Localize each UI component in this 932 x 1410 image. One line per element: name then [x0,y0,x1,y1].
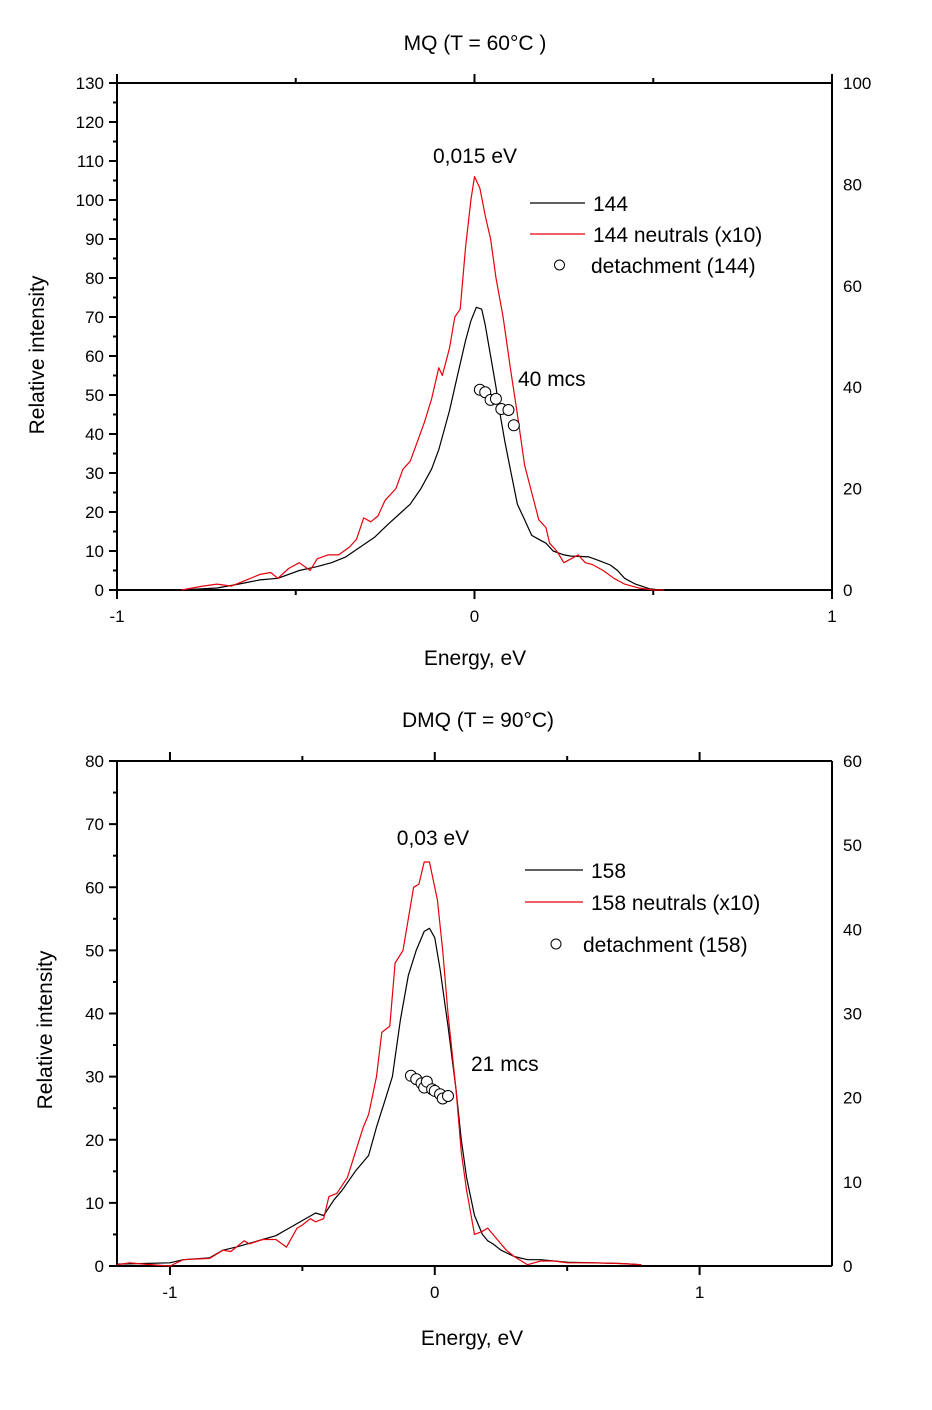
y-tick-label: 60 [85,347,104,366]
data-point [502,404,515,417]
series-line-144-neutrals-x10- [181,176,664,591]
y-tick-label: 60 [85,878,104,897]
y-tick-label: 50 [85,941,104,960]
y2-tick-label: 40 [843,920,862,939]
y-tick-label: 0 [95,1257,104,1276]
y-tick-label: 40 [85,425,104,444]
y2-tick-label: 20 [843,480,862,499]
x-axis-title: Energy, eV [424,647,526,670]
y-tick-label: 130 [76,74,104,93]
y-axis-title: Relative intensity [34,950,57,1109]
y-tick-label: 30 [85,464,104,483]
y2-tick-label: 80 [843,175,862,194]
y-tick-label: 50 [85,386,104,405]
x-tick-label: -1 [162,1283,177,1302]
annotation-label: 21 mcs [471,1053,539,1076]
annotation-label: 0,03 eV [397,827,469,850]
y-tick-label: 120 [76,113,104,132]
annotations: 0,03 eV 21 mcs [397,827,539,1076]
chart-mq: MQ (T = 60°C ) Energy, eV Relative inten… [26,32,871,670]
legend: 158 158 neutrals (x10) detachment (158) [525,860,760,957]
y-tick-label: 70 [85,308,104,327]
legend-swatch-marker [550,938,562,950]
y2-tick-label: 100 [843,74,871,93]
series-line-144 [181,306,661,591]
y-tick-label: 20 [85,503,104,522]
y2-tick-label: 20 [843,1089,862,1108]
y-tick-label: 10 [85,542,104,561]
y-tick-label: 80 [85,752,104,771]
y2-tick-label: 50 [843,836,862,855]
y-tick-label: 70 [85,815,104,834]
series-scatter-detachment-158- [404,1069,455,1105]
x-axis-title: Energy, eV [421,1327,523,1350]
data-point [507,419,520,432]
chart-title: MQ (T = 60°C ) [404,32,547,55]
y-tick-label: 110 [77,152,104,171]
y-tick-label: 100 [76,191,104,210]
legend-label: 158 neutrals (x10) [591,892,760,915]
y2-tick-label: 0 [843,1257,852,1276]
annotations: 0,015 eV 40 mcs [433,145,586,391]
series-scatter-detachment-144- [473,383,520,432]
y-tick-label: 40 [85,1005,104,1024]
annotation-label: 40 mcs [518,368,586,391]
annotation-label: 0,015 eV [433,145,517,168]
x-tick-label: 1 [827,607,836,626]
y2-tick-label: 30 [843,1005,862,1024]
y2-tick-label: 10 [843,1173,862,1192]
legend-swatch-marker [554,259,565,271]
legend-label: 158 [591,860,626,883]
data-point [489,392,502,405]
y2-tick-label: 60 [843,752,862,771]
data-point [442,1089,455,1102]
y-tick-label: 20 [85,1131,104,1150]
y-tick-label: 30 [85,1068,104,1087]
series-line-158-neutrals-x10- [116,861,642,1267]
y-tick-label: 0 [95,581,104,600]
axes: 0 10 20 30 40 50 60 70 80 0 10 20 30 40 50 60 -1 0 1 [85,752,862,1302]
x-tick-label: 1 [695,1283,704,1302]
legend-label: detachment (144) [591,255,756,278]
series-group [116,861,642,1267]
y-axis-title: Relative intensity [26,275,49,434]
legend-label: 144 neutrals (x10) [593,224,762,247]
y-tick-label: 10 [85,1194,104,1213]
legend-label: detachment (158) [583,934,748,957]
y-tick-label: 80 [85,269,104,288]
x-tick-label: 0 [430,1283,439,1302]
x-tick-label: -1 [109,607,124,626]
legend: 144 144 neutrals (x10) detachment (144) [530,193,762,278]
series-group [181,176,664,591]
y-tick-label: 90 [85,230,104,249]
y2-tick-label: 40 [843,378,862,397]
chart-title: DMQ (T = 90°C) [402,709,554,732]
y2-tick-label: 60 [843,277,862,296]
axes: 0102030405060708090100110120130020406080… [76,74,871,626]
y2-tick-label: 0 [843,581,852,600]
series-line-158 [116,927,642,1266]
chart-dmq: DMQ (T = 90°C) Energy, eV Relative inten… [34,709,862,1350]
legend-label: 144 [593,193,628,216]
x-tick-label: 0 [470,607,479,626]
